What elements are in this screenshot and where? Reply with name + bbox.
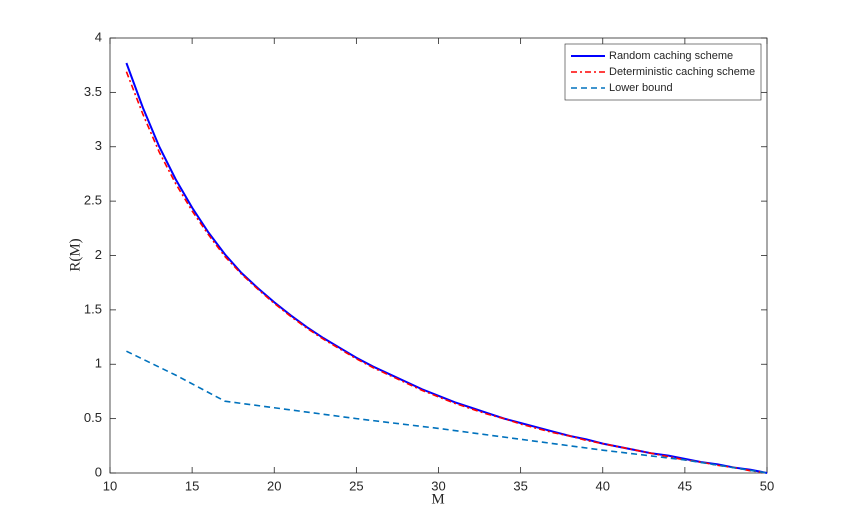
y-tick-label: 0 [95,464,102,479]
series-line [126,350,768,474]
series-line [125,71,768,474]
y-tick-label: 4 [95,29,102,44]
y-tick-label: 2.5 [84,193,102,208]
plot-area [109,37,768,474]
legend-label: Deterministic caching scheme [609,66,755,78]
x-axis-label: M [431,491,444,507]
y-tick-label: 2 [95,247,102,262]
x-tick-label: 40 [596,478,610,493]
x-tick-label: 15 [185,478,199,493]
y-axis-label: R(M) [67,238,83,271]
x-tick-label: 45 [678,478,692,493]
x-tick-label: 30 [431,478,445,493]
x-tick-label: 35 [513,478,527,493]
legend-label: Lower bound [609,82,673,94]
series-line [125,62,768,474]
x-tick-label: 10 [103,478,117,493]
x-tick-label: 20 [267,478,281,493]
x-tick-label: 50 [760,478,774,493]
y-tick-label: 3 [95,138,102,153]
y-tick-label: 1.5 [84,301,102,316]
y-tick-label: 0.5 [84,410,102,425]
y-tick-label: 1 [95,356,102,371]
y-tick-label: 3.5 [84,84,102,99]
x-tick-label: 25 [349,478,363,493]
legend-label: Random caching scheme [609,50,733,62]
legend-box [564,43,762,101]
